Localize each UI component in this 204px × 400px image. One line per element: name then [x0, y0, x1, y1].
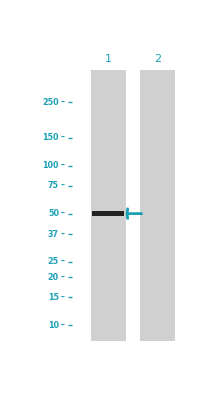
Text: –: – — [60, 257, 64, 266]
Text: 50: 50 — [48, 209, 59, 218]
Text: –: – — [60, 230, 64, 239]
Text: 150: 150 — [42, 133, 59, 142]
Text: –: – — [60, 292, 64, 302]
Text: –: – — [60, 133, 64, 142]
Text: –: – — [60, 273, 64, 282]
Text: 1: 1 — [104, 54, 111, 64]
Text: –: – — [60, 321, 64, 330]
Bar — [90, 70, 125, 341]
Text: 25: 25 — [48, 257, 59, 266]
Bar — [92, 211, 124, 216]
Text: –: – — [60, 209, 64, 218]
Bar — [139, 70, 174, 341]
Text: 75: 75 — [48, 181, 59, 190]
Text: –: – — [60, 161, 64, 170]
Text: 20: 20 — [48, 273, 59, 282]
Text: –: – — [60, 181, 64, 190]
Text: 2: 2 — [153, 54, 160, 64]
Text: –: – — [60, 98, 64, 107]
Text: 100: 100 — [42, 161, 59, 170]
Text: 15: 15 — [48, 292, 59, 302]
Text: 250: 250 — [42, 98, 59, 107]
Text: 10: 10 — [48, 321, 59, 330]
Text: 37: 37 — [48, 230, 59, 239]
